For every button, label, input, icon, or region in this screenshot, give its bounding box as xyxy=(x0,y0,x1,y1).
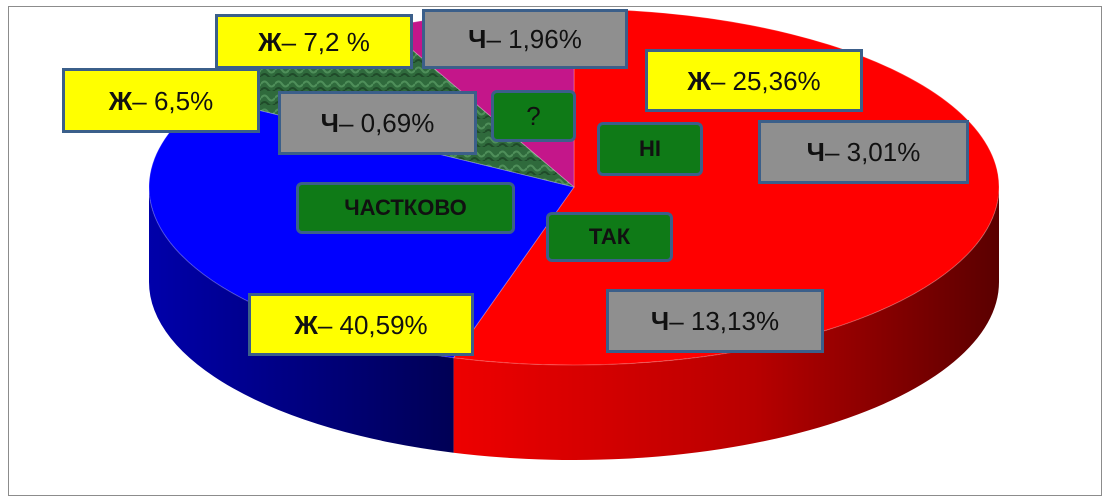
label-tak-men: Ч – 13,13% xyxy=(606,289,824,353)
category-label-ni: НІ xyxy=(597,122,703,176)
pie-side-tak xyxy=(453,187,999,460)
label-ni-women-value: – 25,36% xyxy=(710,65,821,96)
label-tak-men-value: – 13,13% xyxy=(669,306,780,336)
label-part-men: Ч – 0,69% xyxy=(278,91,477,155)
category-label-tak: ТАК xyxy=(546,212,673,262)
chart-area: Ж – 40,59% Ч – 13,13% Ж – 25,36% Ч – 3,0… xyxy=(8,6,1102,496)
label-ni-men-prefix: Ч xyxy=(806,137,825,167)
label-ni-men: Ч – 3,01% xyxy=(758,120,969,184)
label-part-women-value: – 6,5% xyxy=(132,85,214,116)
label-tak-women-prefix: Ж xyxy=(294,309,318,340)
pie-side-ni xyxy=(149,187,454,453)
label-part-men-prefix: Ч xyxy=(320,108,339,138)
label-tak-women: Ж – 40,59% xyxy=(248,293,474,356)
label-q-women: Ж – 7,2 % xyxy=(215,14,413,69)
label-part-women-prefix: Ж xyxy=(108,85,133,116)
label-tak-women-value: – 40,59% xyxy=(317,309,428,340)
label-q-men-value: – 1,96% xyxy=(486,24,582,54)
label-part-women: Ж – 6,5% xyxy=(62,68,260,133)
label-ni-women-prefix: Ж xyxy=(687,65,711,96)
category-label-chastkovo: ЧАСТКОВО xyxy=(296,182,515,234)
label-ni-men-value: – 3,01% xyxy=(824,137,921,167)
label-q-men: Ч – 1,96% xyxy=(422,9,628,69)
label-part-men-value: – 0,69% xyxy=(338,108,435,138)
label-ni-women: Ж – 25,36% xyxy=(645,49,863,112)
label-tak-men-prefix: Ч xyxy=(650,306,670,336)
label-q-men-prefix: Ч xyxy=(468,24,487,54)
category-label-unknown: ? xyxy=(491,90,576,142)
label-q-women-value: – 7,2 % xyxy=(281,26,370,57)
label-q-women-prefix: Ж xyxy=(258,26,282,57)
